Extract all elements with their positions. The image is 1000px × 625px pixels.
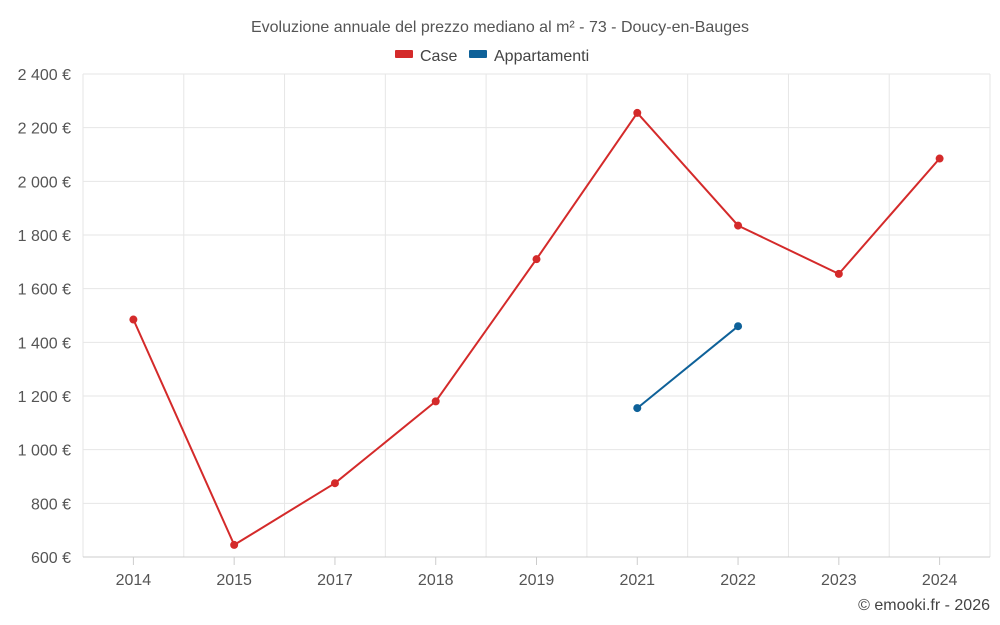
y-tick-label: 1 800 €: [18, 228, 71, 245]
legend-label-case[interactable]: Case: [420, 48, 457, 65]
x-gridlines: [82, 74, 991, 557]
x-tick-label: 2014: [116, 572, 152, 589]
data-point-case-2023[interactable]: [834, 269, 843, 278]
credit-text: © emooki.fr - 2026: [858, 597, 990, 614]
data-point-case-2021[interactable]: [633, 108, 642, 117]
series-line-case: [132, 111, 941, 546]
data-point-case-2018[interactable]: [431, 397, 440, 406]
x-tick-label: 2021: [619, 572, 655, 589]
x-tick-label: 2015: [216, 572, 252, 589]
data-point-case-2017[interactable]: [330, 479, 339, 488]
legend-swatch-appartamenti: [469, 50, 487, 58]
legend-swatch-case: [395, 50, 413, 58]
series-layer: [129, 108, 944, 549]
y-tick-label: 1 200 €: [18, 389, 71, 406]
y-tick-label: 2 400 €: [18, 67, 71, 84]
y-tick-label: 1 400 €: [18, 335, 71, 352]
y-tick-label: 600 €: [31, 550, 71, 567]
x-tick-label: 2019: [519, 572, 555, 589]
x-axis-ticks: 2014 2015 2017 2018 2019 2021 2022 2023 2024: [116, 557, 958, 589]
series-appartamenti: [633, 322, 743, 413]
y-gridlines: [83, 73, 990, 504]
chart-title: Evoluzione annuale del prezzo mediano al…: [251, 19, 749, 36]
y-tick-label: 1 600 €: [18, 282, 71, 299]
data-point-case-2015[interactable]: [230, 540, 239, 549]
x-tick-label: 2022: [720, 572, 756, 589]
series-case: [129, 108, 944, 549]
series-line-appartamenti: [636, 325, 739, 409]
legend: Case Appartamenti: [395, 48, 589, 65]
y-tick-label: 800 €: [31, 496, 71, 513]
data-point-case-2022[interactable]: [734, 221, 743, 230]
data-point-case-2019[interactable]: [532, 255, 541, 264]
x-tick-label: 2023: [821, 572, 857, 589]
y-tick-label: 1 000 €: [18, 443, 71, 460]
data-point-case-2024[interactable]: [935, 154, 944, 163]
x-tick-label: 2017: [317, 572, 353, 589]
y-axis-ticks: 600 € 800 € 1 000 € 1 200 € 1 400 € 1 600 € 1 …: [18, 67, 71, 567]
y-tick-label: 2 200 €: [18, 121, 71, 138]
data-point-appartamenti-2021[interactable]: [633, 404, 642, 413]
data-point-case-2014[interactable]: [129, 315, 138, 324]
legend-label-appartamenti[interactable]: Appartamenti: [494, 48, 589, 65]
x-tick-label: 2018: [418, 572, 454, 589]
data-point-appartamenti-2022[interactable]: [734, 322, 743, 331]
y-tick-label: 2 000 €: [18, 174, 71, 191]
x-tick-label: 2024: [922, 572, 958, 589]
